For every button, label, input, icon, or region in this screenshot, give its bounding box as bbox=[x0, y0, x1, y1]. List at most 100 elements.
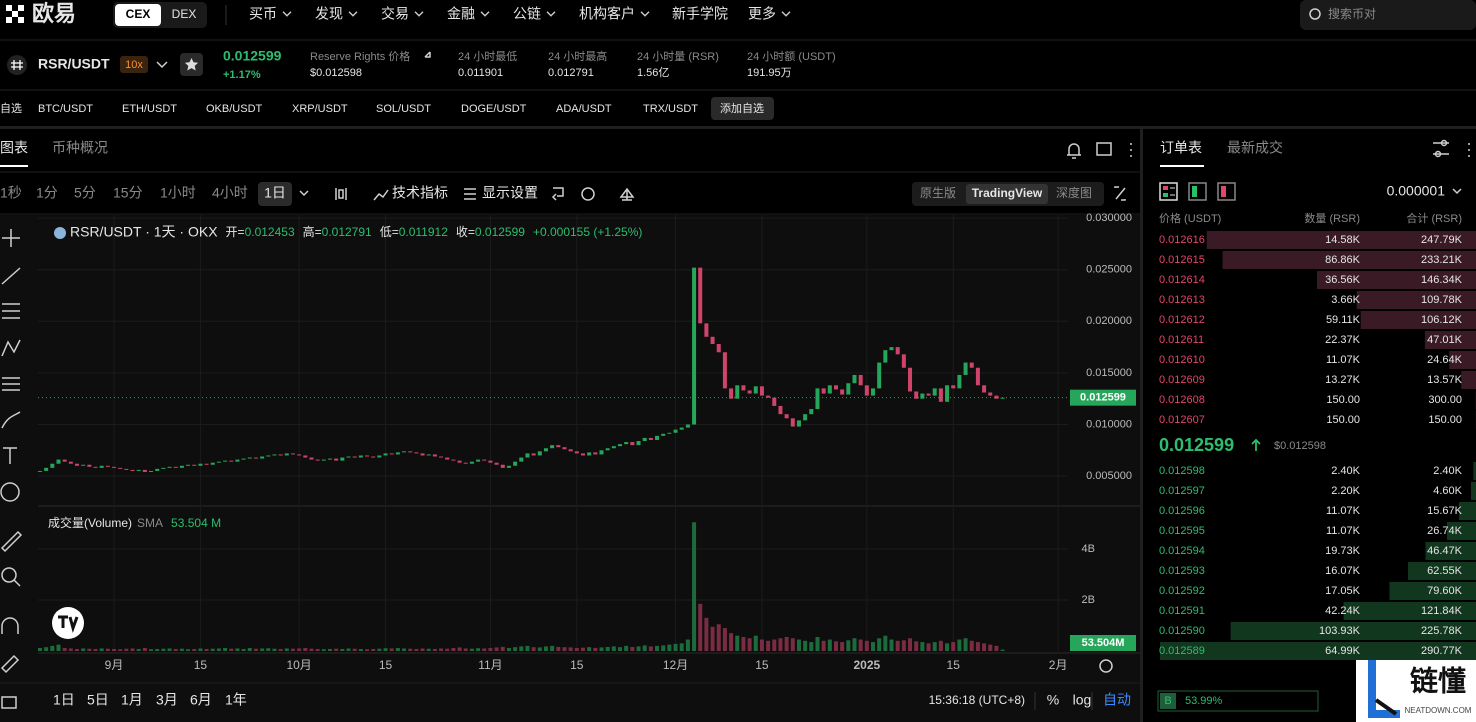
nav-menu-item[interactable]: 买币 bbox=[249, 6, 277, 22]
precision-select[interactable]: 0.000001 bbox=[1387, 183, 1446, 199]
nav-menu-item[interactable]: 金融 bbox=[447, 6, 475, 22]
interval[interactable]: 1秒 bbox=[0, 185, 22, 201]
book-header: 数量 (RSR) bbox=[1304, 212, 1360, 225]
chevron[interactable] bbox=[781, 11, 791, 17]
add-favorite-pill[interactable] bbox=[711, 97, 774, 120]
favorite-pair[interactable]: OKB/USDT bbox=[206, 103, 263, 115]
chevron[interactable] bbox=[1452, 188, 1462, 195]
candle bbox=[871, 388, 876, 396]
chevron[interactable] bbox=[640, 11, 650, 17]
external-link-icon[interactable] bbox=[424, 51, 431, 58]
view-option[interactable]: 原生版 bbox=[920, 186, 956, 200]
range-button[interactable]: 1月 bbox=[121, 692, 143, 708]
interval[interactable]: 1分 bbox=[36, 185, 58, 201]
tool-display-settings[interactable]: 显示设置 bbox=[482, 185, 538, 201]
chart-tab[interactable]: 币种概况 bbox=[52, 140, 108, 156]
settings-list-icon[interactable] bbox=[464, 188, 476, 200]
volume-bar bbox=[543, 646, 548, 651]
range-button[interactable]: 1年 bbox=[225, 692, 247, 708]
scale-option[interactable]: log bbox=[1073, 692, 1092, 708]
candle bbox=[636, 441, 641, 446]
favorite-pair[interactable]: ADA/USDT bbox=[556, 103, 612, 115]
indicator-icon[interactable] bbox=[373, 189, 389, 201]
favorite-pair[interactable]: BTC/USDT bbox=[38, 103, 93, 115]
ratio-value: 53.99% bbox=[1185, 695, 1223, 707]
chevron[interactable] bbox=[156, 61, 168, 69]
layout-icon[interactable] bbox=[1096, 142, 1112, 156]
depth-bar bbox=[1230, 622, 1476, 640]
interval[interactable]: 5分 bbox=[74, 185, 96, 201]
book-amount: 64.99K bbox=[1325, 645, 1361, 657]
star-icon bbox=[184, 58, 199, 71]
chevron[interactable] bbox=[348, 11, 358, 17]
gear-icon[interactable] bbox=[581, 187, 595, 201]
favorite-pair[interactable]: ETH/USDT bbox=[122, 103, 177, 115]
nav-menu-item[interactable]: 交易 bbox=[381, 6, 409, 22]
scale-icon[interactable] bbox=[619, 187, 635, 201]
nav-menu-item[interactable]: 发现 bbox=[315, 6, 343, 22]
book-tab[interactable]: 最新成交 bbox=[1227, 140, 1283, 156]
chart-tab[interactable]: 图表 bbox=[0, 140, 28, 156]
tv-logo[interactable] bbox=[52, 607, 84, 639]
tab-dex[interactable]: DEX bbox=[172, 7, 197, 21]
search-placeholder[interactable]: 搜索币对 bbox=[1328, 6, 1376, 21]
range-button[interactable]: 6月 bbox=[190, 692, 212, 708]
nav-menu-item[interactable]: 公链 bbox=[513, 6, 541, 22]
candle bbox=[1000, 397, 1005, 399]
chevron[interactable] bbox=[414, 11, 424, 17]
candle bbox=[624, 442, 629, 445]
interval[interactable]: 15分 bbox=[113, 185, 143, 201]
candle bbox=[877, 362, 882, 389]
favorite-pair[interactable]: DOGE/USDT bbox=[461, 103, 527, 115]
favorite-pair[interactable]: 自选 bbox=[0, 102, 22, 115]
axis-settings-icon[interactable] bbox=[1099, 659, 1113, 673]
volume-bar bbox=[636, 646, 641, 651]
tool-indicators[interactable]: 技术指标 bbox=[392, 185, 448, 201]
candle bbox=[432, 454, 437, 457]
candle bbox=[389, 453, 394, 455]
volume-bar bbox=[445, 648, 450, 651]
volume-bar bbox=[784, 636, 789, 651]
favorite-pair[interactable]: SOL/USDT bbox=[376, 103, 431, 115]
nav-menu-item[interactable]: 更多 bbox=[748, 6, 776, 22]
chevron[interactable] bbox=[546, 11, 556, 17]
scale-option[interactable]: 自动 bbox=[1103, 692, 1131, 708]
chevron[interactable] bbox=[480, 11, 490, 17]
favorite-pair[interactable]: XRP/USDT bbox=[292, 103, 348, 115]
view-option[interactable]: TradingView bbox=[972, 186, 1043, 200]
alert-icon[interactable] bbox=[1067, 143, 1081, 159]
range-button[interactable]: 1日 bbox=[53, 692, 75, 708]
range-button[interactable]: 5日 bbox=[87, 692, 109, 708]
candle-type-icon[interactable] bbox=[335, 188, 347, 200]
nav-menu-item[interactable]: 新手学院 bbox=[672, 6, 728, 22]
volume-bar bbox=[574, 647, 579, 651]
nav-menu-item[interactable]: 机构客户 bbox=[579, 6, 635, 22]
drawing-tools[interactable] bbox=[0, 229, 23, 709]
candle bbox=[642, 437, 647, 442]
x-tick-label: 9月 bbox=[105, 658, 124, 672]
favorite-pair[interactable]: 添加自选 bbox=[720, 101, 764, 115]
view-option[interactable]: 深度图 bbox=[1056, 185, 1092, 200]
volume-bar bbox=[241, 648, 246, 651]
volume-bar bbox=[198, 648, 203, 651]
logo-mark[interactable] bbox=[6, 5, 24, 23]
tab-cex[interactable]: CEX bbox=[126, 7, 151, 21]
logo-text[interactable]: 欧易 bbox=[32, 1, 76, 26]
stat-label: 24 小时量 (RSR) bbox=[637, 50, 719, 63]
book-tab[interactable]: 订单表 bbox=[1160, 140, 1202, 156]
book-view-icons[interactable] bbox=[1159, 182, 1236, 201]
search-box[interactable] bbox=[1300, 0, 1476, 30]
volume-bar bbox=[235, 648, 240, 651]
volume-bar bbox=[451, 647, 456, 651]
interval[interactable]: 4小时 bbox=[212, 185, 248, 201]
range-button[interactable]: 3月 bbox=[156, 692, 178, 708]
interval[interactable]: 1日 bbox=[264, 185, 286, 201]
chevron[interactable] bbox=[282, 11, 292, 17]
fullscreen-icon[interactable] bbox=[1114, 186, 1126, 201]
scale-option[interactable]: % bbox=[1047, 692, 1059, 708]
chevron[interactable] bbox=[299, 190, 309, 197]
interval[interactable]: 1小时 bbox=[160, 185, 196, 201]
favorite-pair[interactable]: TRX/USDT bbox=[643, 103, 698, 115]
replay-icon[interactable] bbox=[551, 187, 564, 201]
candle bbox=[297, 454, 302, 456]
